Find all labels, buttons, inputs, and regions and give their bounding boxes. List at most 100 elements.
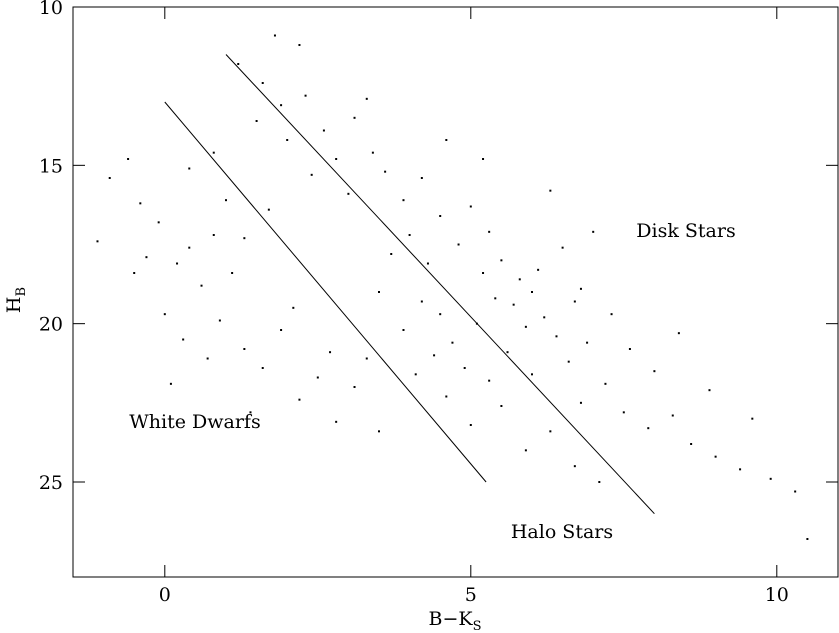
point bbox=[690, 443, 693, 445]
point bbox=[806, 538, 809, 540]
y-axis-label-sub: B bbox=[14, 287, 29, 297]
x-tick-label: 5 bbox=[465, 584, 477, 606]
point bbox=[524, 449, 527, 452]
point bbox=[108, 177, 111, 179]
point bbox=[365, 97, 368, 100]
annotation: Halo Stars bbox=[511, 521, 613, 543]
point bbox=[261, 82, 264, 84]
y-tick-label: 10 bbox=[39, 0, 63, 19]
point bbox=[579, 401, 582, 404]
point bbox=[182, 338, 185, 341]
point bbox=[518, 278, 521, 281]
point bbox=[586, 341, 589, 344]
point bbox=[243, 237, 246, 240]
point bbox=[188, 246, 191, 249]
point bbox=[206, 357, 209, 360]
point bbox=[310, 173, 313, 176]
point bbox=[488, 230, 491, 233]
point bbox=[598, 481, 601, 483]
separator-line bbox=[225, 54, 655, 515]
point bbox=[549, 430, 552, 433]
point bbox=[384, 170, 387, 173]
point bbox=[304, 94, 307, 97]
point bbox=[543, 316, 546, 319]
point bbox=[298, 398, 301, 401]
point bbox=[573, 465, 576, 468]
point bbox=[708, 389, 711, 392]
point bbox=[96, 240, 99, 243]
point bbox=[133, 272, 136, 274]
point bbox=[714, 455, 717, 458]
point bbox=[353, 116, 356, 119]
point bbox=[500, 405, 503, 407]
point bbox=[225, 199, 227, 202]
x-axis-label-main: B−K bbox=[429, 608, 474, 630]
point bbox=[653, 370, 656, 373]
point bbox=[322, 129, 325, 132]
point bbox=[414, 373, 417, 376]
point bbox=[188, 167, 191, 170]
point bbox=[769, 477, 772, 480]
point bbox=[671, 414, 674, 417]
point bbox=[176, 262, 179, 265]
point bbox=[482, 272, 485, 274]
y-axis-label-main: H bbox=[3, 296, 25, 313]
x-tick-label: 10 bbox=[765, 584, 789, 606]
point bbox=[628, 348, 631, 350]
point bbox=[408, 234, 411, 236]
point bbox=[579, 287, 582, 290]
y-tick-label: 20 bbox=[39, 314, 63, 336]
y-tick-label: 25 bbox=[39, 472, 63, 494]
point bbox=[231, 272, 234, 274]
point bbox=[163, 313, 166, 316]
point bbox=[512, 303, 515, 306]
annotation: Disk Stars bbox=[636, 220, 735, 242]
point bbox=[249, 411, 252, 414]
point bbox=[378, 430, 380, 433]
point bbox=[212, 151, 215, 154]
point bbox=[573, 300, 576, 303]
point bbox=[420, 177, 423, 179]
annotation: White Dwarfs bbox=[129, 411, 260, 433]
point bbox=[494, 297, 497, 300]
point bbox=[739, 468, 742, 471]
point bbox=[604, 382, 607, 385]
point bbox=[439, 215, 442, 217]
y-tick-label: 15 bbox=[39, 155, 63, 177]
point bbox=[794, 490, 797, 493]
point bbox=[378, 291, 380, 293]
point bbox=[267, 208, 270, 211]
point bbox=[445, 395, 448, 398]
point bbox=[469, 424, 472, 426]
point bbox=[243, 348, 246, 350]
point bbox=[139, 202, 142, 205]
point bbox=[316, 376, 319, 379]
x-axis-label-sub: S bbox=[473, 619, 482, 633]
point bbox=[127, 158, 130, 160]
y-axis-label: HB bbox=[3, 287, 29, 313]
point bbox=[371, 151, 374, 154]
point bbox=[451, 341, 454, 344]
point bbox=[524, 325, 527, 328]
point bbox=[292, 306, 295, 309]
point bbox=[469, 205, 472, 208]
point bbox=[280, 329, 283, 331]
point bbox=[482, 158, 485, 160]
point bbox=[402, 199, 405, 202]
point bbox=[353, 386, 356, 388]
point bbox=[751, 417, 754, 420]
point bbox=[463, 367, 466, 369]
point bbox=[592, 230, 595, 233]
x-axis-label: B−KS bbox=[429, 608, 482, 633]
point bbox=[365, 357, 368, 360]
point bbox=[439, 313, 442, 316]
point bbox=[549, 189, 552, 192]
point bbox=[402, 329, 405, 331]
point bbox=[298, 44, 301, 46]
point bbox=[610, 313, 613, 316]
point bbox=[280, 104, 283, 107]
point bbox=[273, 34, 276, 37]
point bbox=[433, 354, 436, 357]
point bbox=[261, 367, 264, 369]
